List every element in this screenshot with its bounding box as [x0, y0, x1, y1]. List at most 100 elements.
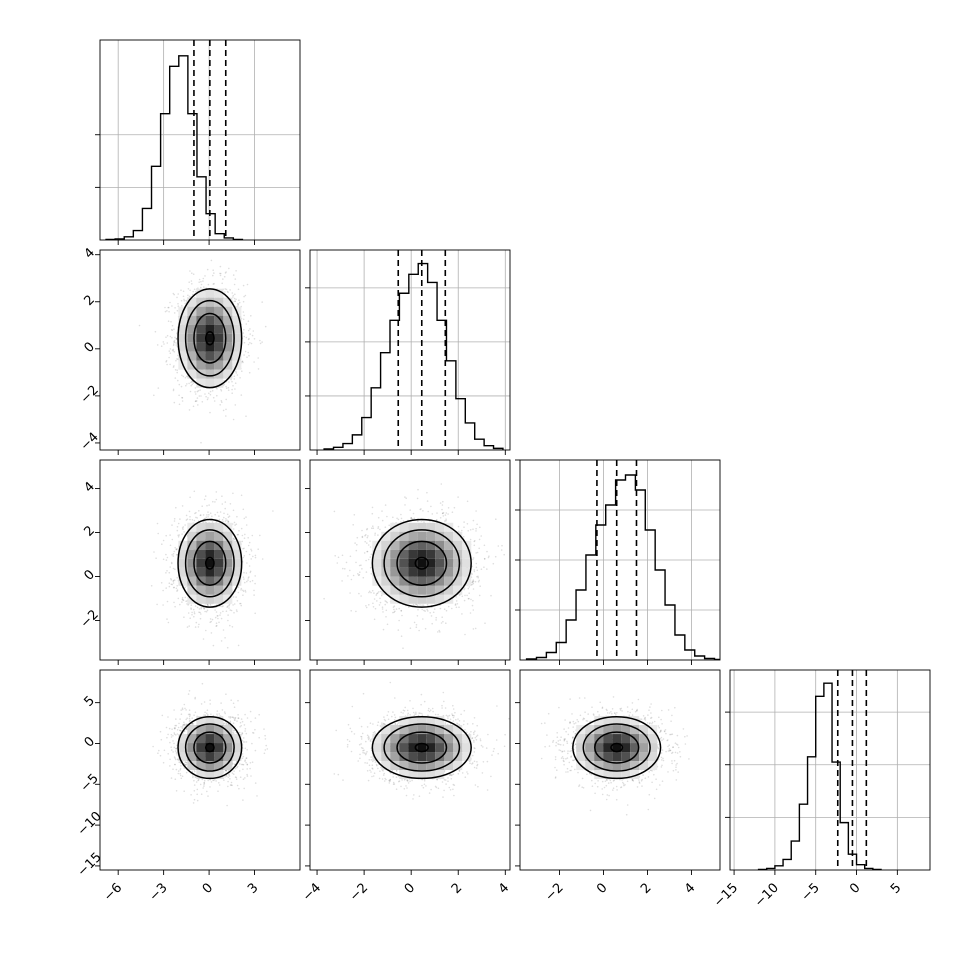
scatter-point	[233, 538, 236, 541]
scatter-point	[167, 306, 169, 309]
scatter-point	[404, 504, 406, 506]
scatter-point	[475, 562, 478, 565]
scatter-point	[435, 616, 438, 619]
scatter-point	[247, 579, 249, 581]
scatter-point	[212, 269, 214, 272]
scatter-point	[473, 569, 476, 571]
scatter-point	[189, 496, 191, 499]
density-cell	[196, 585, 206, 595]
scatter-point	[464, 594, 466, 597]
scatter-point	[385, 616, 387, 618]
scatter-point	[190, 607, 192, 609]
scatter-point	[475, 552, 478, 554]
scatter-point	[379, 528, 381, 531]
scatter-point	[185, 519, 188, 521]
scatter-point	[207, 283, 210, 286]
scatter-point	[184, 596, 187, 599]
scatter-point	[245, 415, 247, 418]
scatter-point	[198, 281, 200, 284]
scatter-point	[165, 559, 168, 561]
scatter-point	[218, 621, 220, 624]
scatter-point	[372, 527, 375, 529]
scatter-point	[184, 376, 187, 379]
scatter-point	[412, 603, 415, 606]
scatter-point	[259, 342, 262, 345]
scatter-point	[337, 556, 340, 559]
scatter-point	[172, 586, 175, 589]
panel-frame	[99, 459, 301, 661]
density-cell	[205, 567, 215, 577]
scatter-point	[246, 356, 248, 359]
scatter-point	[219, 612, 222, 614]
scatter-point	[233, 375, 236, 378]
scatter-point	[323, 597, 325, 600]
scatter-point	[222, 629, 225, 631]
scatter-point	[164, 306, 166, 309]
scatter-point	[236, 305, 239, 308]
density-cell	[205, 360, 215, 370]
scatter-point	[224, 520, 227, 522]
scatter-point	[467, 587, 470, 590]
scatter-point	[196, 397, 199, 399]
scatter-point	[388, 524, 391, 527]
scatter-point	[173, 601, 175, 604]
scatter-point	[242, 508, 245, 511]
scatter-point	[480, 535, 483, 537]
scatter-point	[163, 343, 165, 345]
scatter-point	[272, 510, 274, 512]
scatter-point	[249, 580, 252, 583]
scatter-point	[336, 562, 339, 564]
scatter-point	[468, 592, 471, 594]
scatter-point	[217, 615, 219, 617]
density-cell	[205, 306, 215, 316]
scatter-point	[157, 387, 160, 389]
scatter-point	[196, 606, 199, 609]
density-cell	[205, 594, 215, 604]
scatter-point	[237, 288, 240, 291]
scatter-point	[180, 289, 182, 292]
scatter-point	[357, 573, 359, 575]
scatter-point	[234, 300, 236, 303]
scatter-point	[196, 390, 199, 393]
scatter-point	[472, 588, 475, 590]
scatter-point	[417, 488, 419, 491]
scatter-panel-2-1	[305, 459, 511, 665]
scatter-point	[194, 400, 197, 403]
scatter-point	[168, 582, 171, 584]
scatter-point	[240, 394, 243, 396]
scatter-point	[209, 621, 211, 624]
scatter-point	[187, 612, 190, 614]
scatter-point	[225, 518, 227, 520]
scatter-point	[177, 534, 179, 537]
scatter-point	[190, 384, 192, 387]
scatter-point	[182, 290, 185, 293]
scatter-point	[243, 547, 245, 550]
scatter-point	[192, 382, 195, 384]
scatter-point	[441, 504, 444, 506]
scatter-point	[169, 544, 172, 547]
density-cell	[214, 567, 224, 577]
density-cell	[187, 315, 197, 325]
scatter-point	[469, 529, 472, 531]
scatter-point	[237, 533, 239, 536]
y-tick-label: 0	[82, 340, 98, 356]
scatter-point	[175, 338, 178, 340]
scatter-point	[214, 616, 217, 619]
scatter-point	[181, 374, 183, 377]
scatter-point	[176, 309, 179, 312]
scatter-point	[175, 548, 177, 550]
scatter-point	[447, 605, 450, 608]
scatter-point	[231, 392, 233, 395]
scatter-point	[246, 580, 248, 583]
scatter-point	[172, 555, 175, 557]
scatter-point	[210, 620, 212, 623]
scatter-point	[168, 571, 171, 574]
scatter-point	[245, 550, 248, 553]
scatter-point	[186, 375, 188, 378]
density-cell	[214, 585, 224, 595]
scatter-point	[199, 514, 202, 517]
scatter-point	[175, 338, 178, 340]
scatter-point	[200, 514, 202, 516]
density-cell	[196, 594, 206, 604]
scatter-point	[182, 295, 185, 298]
